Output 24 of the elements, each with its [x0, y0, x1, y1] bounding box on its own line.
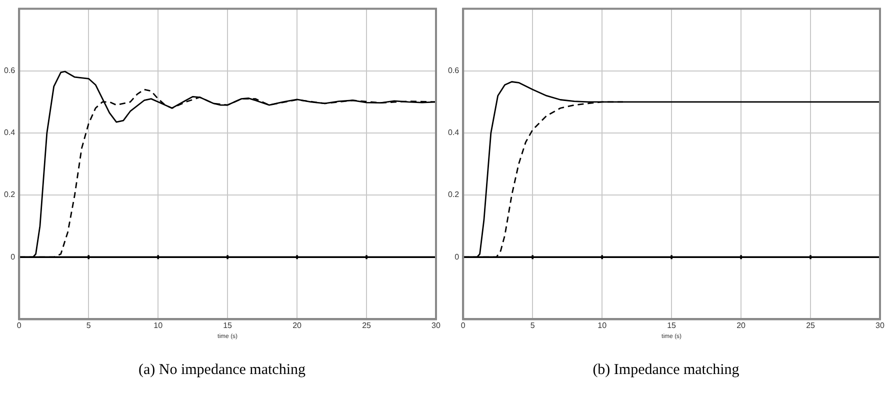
x-tick-label: 20: [292, 321, 302, 330]
text: (b) Impedance matching: [592, 362, 740, 379]
x-tick-label: 20: [736, 321, 746, 330]
x-tick-label: 15: [223, 321, 233, 330]
x-tick-label: 30: [432, 321, 441, 330]
x-tick-label: 5: [530, 321, 536, 330]
y-tick-label: 0: [454, 252, 460, 262]
x-tick-label: 5: [86, 321, 92, 330]
y-tick-label: 0.6: [4, 66, 16, 76]
y-tick-label: 0.6: [448, 66, 460, 76]
y-tick-label: 0.2: [448, 190, 460, 200]
x-tick-label: 10: [154, 321, 164, 330]
x-tick-label: 25: [362, 321, 372, 330]
text: (a) No impedance matching: [137, 362, 306, 379]
x-tick-label: 0: [16, 321, 22, 330]
y-tick-label: 0: [10, 252, 16, 262]
x-tick-label: 25: [806, 321, 816, 330]
x-tick-label: 15: [667, 321, 677, 330]
x-tick-label: 30: [876, 321, 885, 330]
x-tick-label: 10: [598, 321, 608, 330]
y-tick-label: 0.2: [4, 190, 16, 200]
x-tick-label: 0: [460, 321, 466, 330]
y-tick-label: 0.4: [448, 128, 460, 138]
y-tick-label: 0.4: [4, 128, 16, 138]
